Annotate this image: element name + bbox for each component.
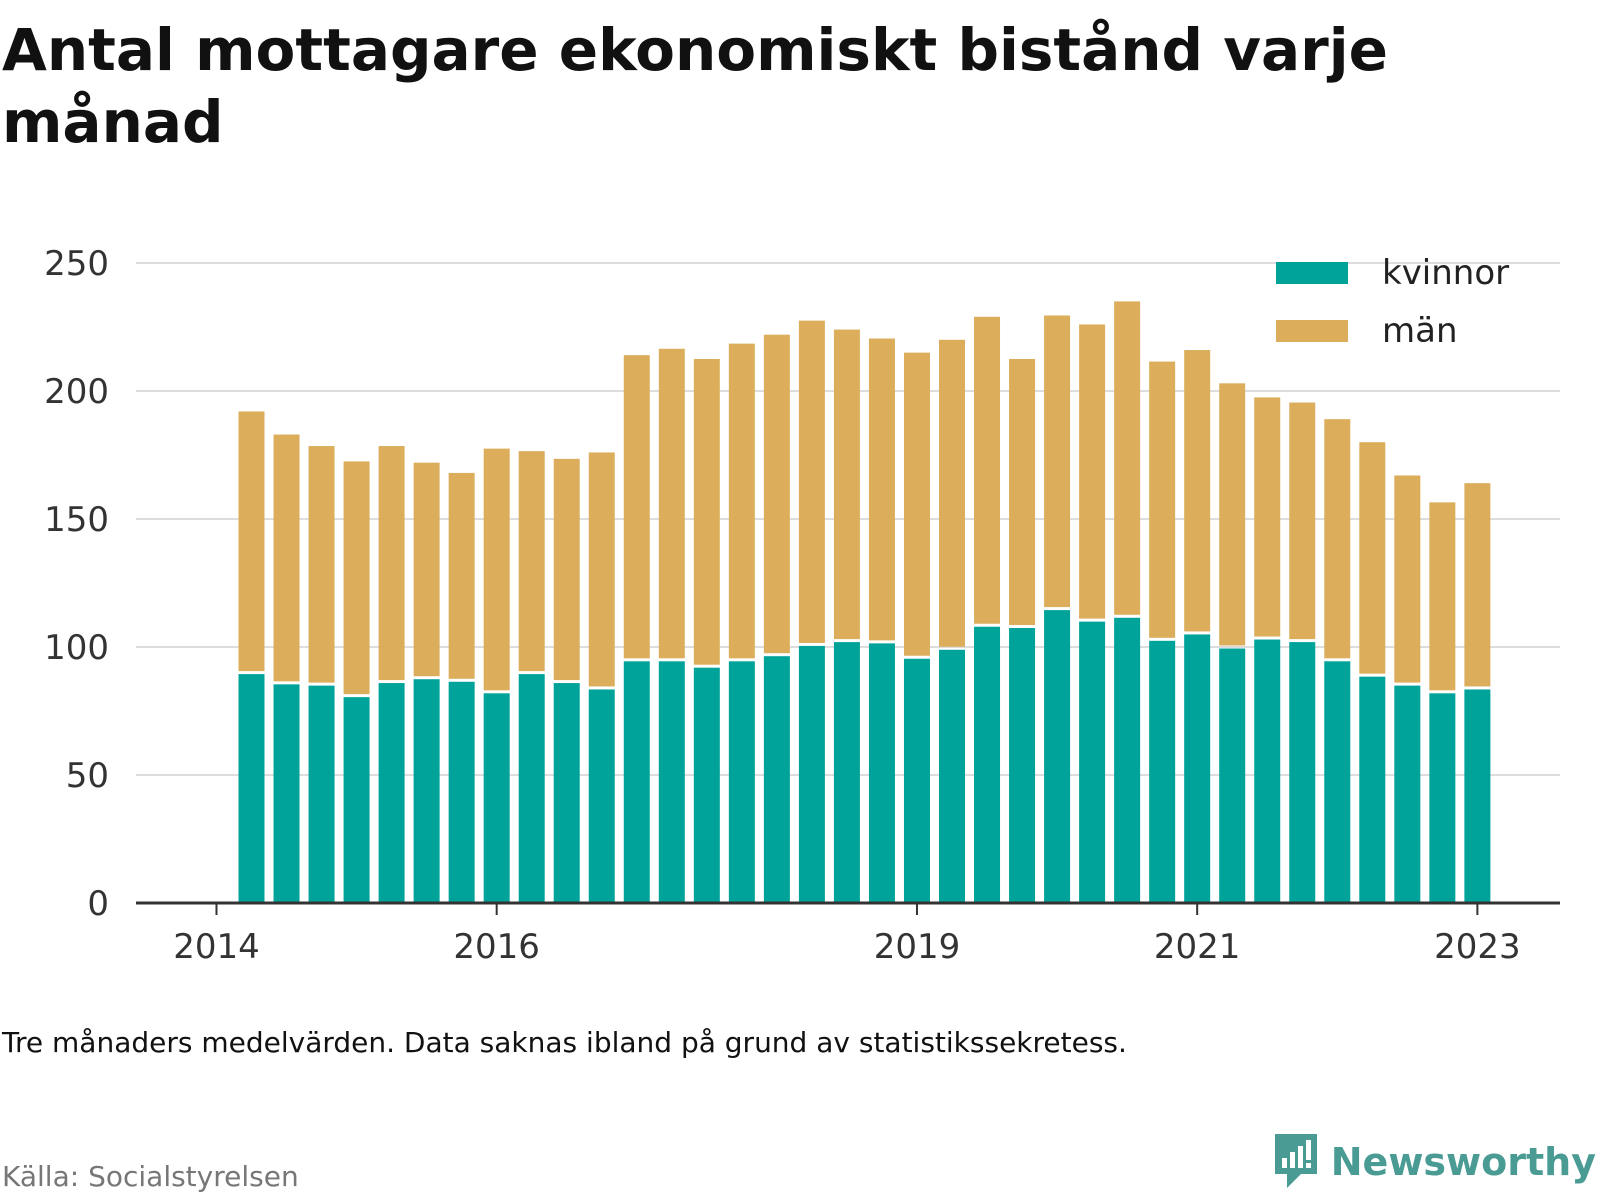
bar-man bbox=[1009, 359, 1036, 626]
bar-kvinnor bbox=[588, 689, 615, 903]
bar-man bbox=[1044, 315, 1071, 608]
bar-man bbox=[413, 462, 440, 677]
bar-man bbox=[1184, 350, 1211, 632]
bar-kvinnor bbox=[553, 683, 580, 903]
bar-kvinnor bbox=[798, 645, 825, 903]
bar-man bbox=[728, 343, 755, 659]
bar-kvinnor bbox=[413, 679, 440, 903]
bar-man bbox=[1254, 397, 1281, 637]
y-tick-label: 50 bbox=[66, 756, 109, 796]
bar-kvinnor bbox=[1254, 639, 1281, 903]
bar-man bbox=[763, 334, 790, 654]
bar-man bbox=[974, 316, 1001, 624]
bar-man bbox=[1149, 361, 1176, 638]
bar-kvinnor bbox=[658, 661, 685, 903]
bar-man bbox=[939, 339, 965, 647]
bar-kvinnor bbox=[1184, 634, 1211, 903]
y-tick-label: 250 bbox=[44, 244, 109, 284]
legend-label-kvinnor: kvinnor bbox=[1382, 253, 1510, 293]
bar-man bbox=[273, 434, 300, 682]
bar-man bbox=[518, 451, 545, 672]
bar-man bbox=[308, 446, 335, 683]
bar-kvinnor bbox=[1359, 676, 1386, 903]
bar-kvinnor bbox=[238, 674, 265, 903]
bar-man bbox=[1114, 301, 1141, 615]
bar-man bbox=[868, 338, 895, 641]
bar-kvinnor bbox=[1464, 689, 1491, 903]
bar-kvinnor bbox=[939, 649, 965, 903]
bar-man bbox=[1324, 419, 1351, 659]
legend-item-man: män bbox=[1276, 302, 1509, 360]
chart-note: Tre månaders medelvärden. Data saknas ib… bbox=[2, 1026, 1127, 1059]
bar-kvinnor bbox=[1394, 685, 1421, 903]
bar-man bbox=[1429, 502, 1456, 691]
bar-kvinnor bbox=[903, 658, 930, 903]
legend: kvinnor män bbox=[1276, 244, 1509, 360]
bar-man bbox=[588, 452, 615, 687]
bar-kvinnor bbox=[974, 626, 1001, 903]
bar-man bbox=[378, 446, 405, 681]
bar-man bbox=[903, 352, 930, 656]
legend-swatch-kvinnor bbox=[1276, 262, 1348, 284]
bar-kvinnor bbox=[1429, 693, 1456, 903]
brand-logo: Newsworthy bbox=[1271, 1126, 1596, 1198]
legend-swatch-man bbox=[1276, 320, 1348, 342]
bar-kvinnor bbox=[1044, 610, 1071, 903]
bar-kvinnor bbox=[1219, 648, 1246, 903]
y-tick-label: 100 bbox=[44, 628, 109, 668]
x-tick-label: 2021 bbox=[1154, 927, 1241, 967]
bar-man bbox=[1289, 402, 1316, 640]
x-tick-label: 2016 bbox=[453, 927, 540, 967]
bar-man bbox=[1394, 475, 1421, 683]
newsworthy-logo-icon bbox=[1271, 1130, 1321, 1194]
y-tick-label: 150 bbox=[44, 500, 109, 540]
x-tick-label: 2023 bbox=[1434, 927, 1521, 967]
bar-man bbox=[1079, 324, 1106, 619]
y-tick-label: 200 bbox=[44, 372, 109, 412]
bar-kvinnor bbox=[448, 681, 475, 903]
bar-man bbox=[483, 448, 510, 691]
bar-man bbox=[448, 472, 475, 679]
bar-kvinnor bbox=[693, 667, 720, 903]
bar-kvinnor bbox=[483, 693, 510, 903]
bar-kvinnor bbox=[1149, 640, 1176, 903]
bar-kvinnor bbox=[728, 661, 755, 903]
bar-man bbox=[553, 458, 580, 681]
brand-name: Newsworthy bbox=[1330, 1140, 1596, 1184]
bar-kvinnor bbox=[1009, 628, 1036, 903]
bar-man bbox=[1464, 483, 1491, 687]
legend-label-man: män bbox=[1382, 311, 1458, 351]
bar-man bbox=[1219, 383, 1246, 646]
bar-kvinnor bbox=[1324, 661, 1351, 903]
x-tick-label: 2019 bbox=[874, 927, 961, 967]
bar-kvinnor bbox=[868, 643, 895, 903]
legend-item-kvinnor: kvinnor bbox=[1276, 244, 1509, 302]
bar-kvinnor bbox=[763, 656, 790, 903]
bar-kvinnor bbox=[1114, 617, 1141, 903]
bar-man bbox=[833, 329, 860, 640]
bar-man bbox=[238, 411, 265, 672]
stacked-bar-chart: 0 50 100 150 200 250 2014 2016 2019 2021 2023 bbox=[44, 244, 1560, 967]
bar-kvinnor bbox=[1079, 621, 1106, 903]
bar-man bbox=[1359, 442, 1386, 674]
x-tick-label: 2014 bbox=[173, 927, 260, 967]
bar-kvinnor bbox=[518, 674, 545, 903]
bar-kvinnor bbox=[378, 683, 405, 903]
bar-man bbox=[798, 320, 825, 643]
bar-man bbox=[343, 461, 370, 695]
bar-kvinnor bbox=[1289, 642, 1316, 903]
chart-title: Antal mottagare ekonomiskt bistånd varje… bbox=[2, 16, 1388, 156]
bar-kvinnor bbox=[273, 684, 300, 903]
source-credit: Källa: Socialstyrelsen bbox=[2, 1160, 299, 1193]
bar-kvinnor bbox=[623, 661, 650, 903]
y-tick-label: 0 bbox=[87, 884, 109, 924]
bar-man bbox=[658, 348, 685, 659]
bars bbox=[238, 301, 1491, 903]
bar-kvinnor bbox=[833, 642, 860, 903]
bar-kvinnor bbox=[308, 685, 335, 903]
axes: 0 50 100 150 200 250 2014 2016 2019 2021 2023 bbox=[44, 244, 1560, 967]
bar-man bbox=[693, 359, 720, 665]
bar-kvinnor bbox=[343, 697, 370, 903]
bar-man bbox=[623, 355, 650, 659]
